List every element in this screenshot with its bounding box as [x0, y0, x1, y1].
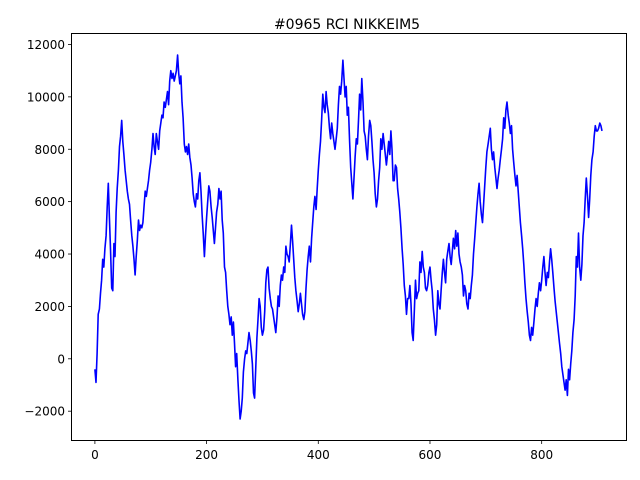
- x-tick-label: 0: [91, 448, 99, 462]
- y-tick-label: 10000: [27, 90, 65, 104]
- series-line: [94, 54, 603, 420]
- y-axis: −2000 0 2000 4000 6000 8000 10000 12000: [24, 38, 72, 419]
- plot-frame: [71, 33, 627, 441]
- y-tick-label: −2000: [24, 405, 65, 419]
- y-tick-label: 2000: [34, 300, 65, 314]
- x-axis: 0 200 400 600 800: [91, 440, 553, 462]
- chart-title: #0965 RCI NIKKEIM5: [274, 17, 420, 33]
- x-tick-label: 200: [195, 448, 218, 462]
- y-tick-label: 12000: [27, 38, 65, 52]
- y-tick-label: 6000: [34, 195, 65, 209]
- series-layer: [94, 54, 603, 420]
- x-tick-label: 600: [419, 448, 442, 462]
- x-tick-label: 800: [530, 448, 553, 462]
- y-tick-label: 8000: [34, 143, 65, 157]
- x-tick-label: 400: [307, 448, 330, 462]
- y-tick-label: 0: [57, 352, 65, 366]
- y-tick-label: 4000: [34, 248, 65, 262]
